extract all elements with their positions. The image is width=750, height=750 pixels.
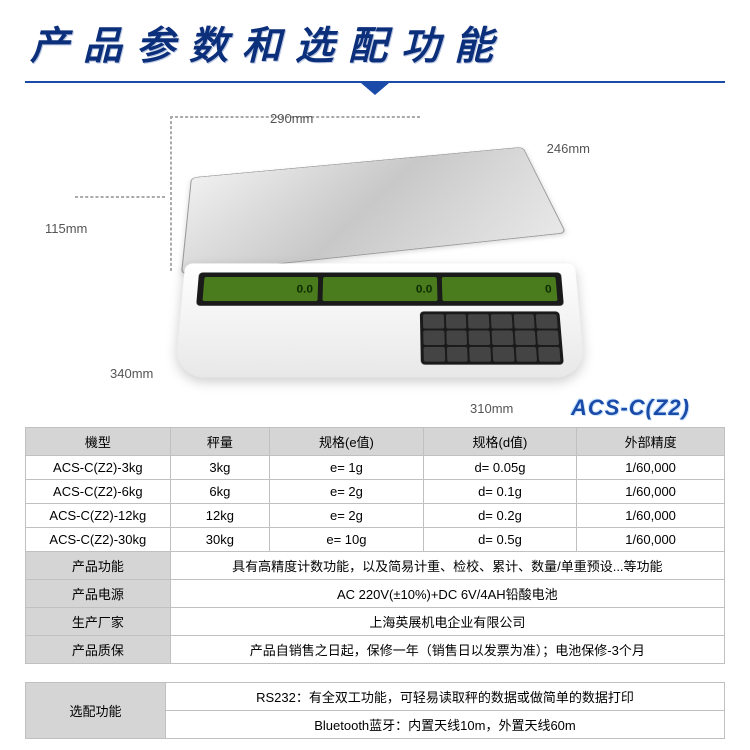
- display-strip: 0.0 0.0 0: [196, 272, 564, 305]
- info-row: 产品功能 具有高精度计数功能，以及简易计重、检校、累计、数量/单重预设...等功…: [26, 552, 725, 580]
- info-row: 产品电源 AC 220V(±10%)+DC 6V/4AH铅酸电池: [26, 580, 725, 608]
- dimension-top-width: 290mm: [270, 111, 313, 126]
- scale-illustration: 0.0 0.0 0: [170, 129, 590, 399]
- col-e: 规格(e值): [270, 428, 424, 456]
- table-header-row: 機型 秤量 规格(e值) 规格(d值) 外部精度: [26, 428, 725, 456]
- lcd-3: 0: [442, 277, 558, 301]
- dimension-height: 115mm: [45, 221, 87, 236]
- info-row: 生产厂家 上海英展机电企业有限公司: [26, 608, 725, 636]
- page-title: 产品参数和选配功能: [0, 0, 750, 81]
- lcd-2: 0.0: [322, 277, 437, 301]
- keypad: [420, 311, 564, 364]
- info-row: 产品质保 产品自销售之日起，保修一年（销售日以发票为准）；电池保修-3个月: [26, 636, 725, 664]
- col-precision: 外部精度: [577, 428, 725, 456]
- col-capacity: 秤量: [170, 428, 270, 456]
- table-row: ACS-C(Z2)-12kg 12kg e= 2g d= 0.2g 1/60,0…: [26, 504, 725, 528]
- table-row: ACS-C(Z2)-3kg 3kg e= 1g d= 0.05g 1/60,00…: [26, 456, 725, 480]
- table-row: ACS-C(Z2)-6kg 6kg e= 2g d= 0.1g 1/60,000: [26, 480, 725, 504]
- model-label: ACS-C(Z2): [571, 395, 690, 421]
- col-model: 機型: [26, 428, 171, 456]
- divider: [0, 81, 750, 111]
- dimension-base-depth: 340mm: [110, 366, 153, 381]
- product-diagram: 290mm 246mm 115mm 340mm 310mm 0.0 0.0 0 …: [30, 111, 720, 421]
- dimension-base-width: 310mm: [470, 401, 513, 416]
- table-row: ACS-C(Z2)-30kg 30kg e= 10g d= 0.5g 1/60,…: [26, 528, 725, 552]
- spec-table: 機型 秤量 规格(e值) 规格(d值) 外部精度 ACS-C(Z2)-3kg 3…: [25, 427, 725, 664]
- option-row: 选配功能 RS232：有全双工功能，可轻易读取秤的数据或做简单的数据打印: [26, 683, 725, 711]
- lcd-1: 0.0: [202, 277, 318, 301]
- col-d: 规格(d值): [423, 428, 577, 456]
- scale-plate: [181, 147, 567, 275]
- option-table: 选配功能 RS232：有全双工功能，可轻易读取秤的数据或做简单的数据打印 Blu…: [25, 682, 725, 739]
- scale-base: 0.0 0.0 0: [175, 263, 586, 377]
